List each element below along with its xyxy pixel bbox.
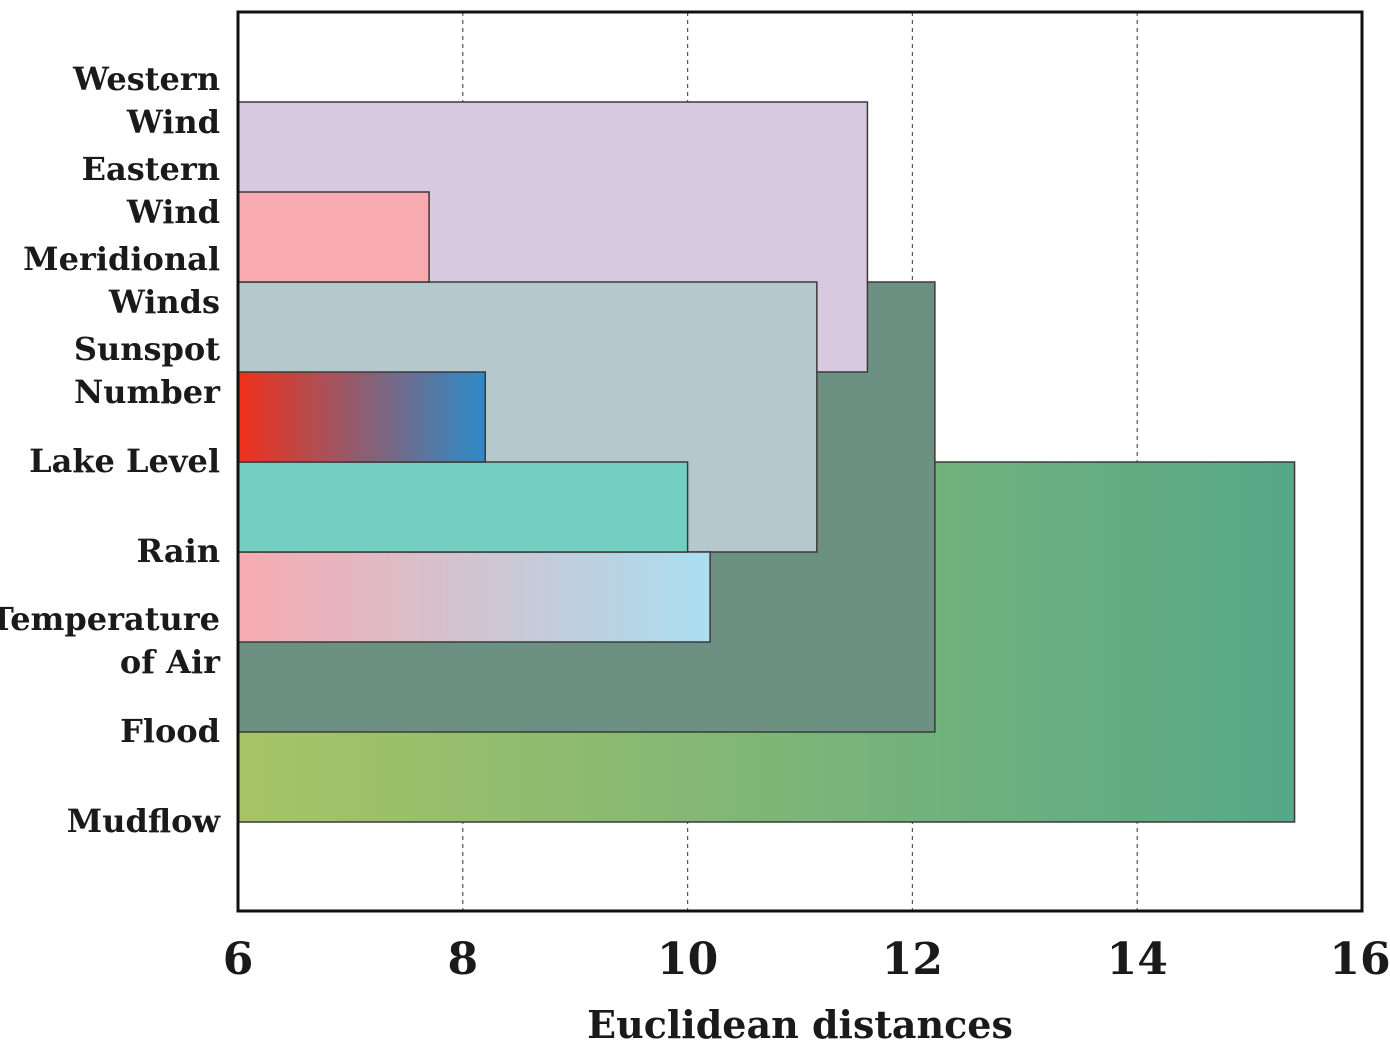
x-tick-label: 10 (657, 934, 718, 985)
plot-frame (236, 10, 1364, 913)
merge-bar (237, 551, 711, 643)
leaf-label: Temperature of Air (0, 600, 221, 681)
leaf-label: Eastern Wind (82, 150, 220, 231)
leaf-label: Lake Level (29, 442, 220, 480)
x-tick-label: 14 (1107, 934, 1168, 985)
merge-bar (237, 461, 689, 553)
leaf-label: Sunspot Number (74, 330, 221, 411)
leaf-label: Meridional Winds (23, 240, 220, 321)
merge-bar (237, 371, 487, 463)
leaf-label: Flood (120, 712, 220, 750)
leaf-label: Western Wind (72, 60, 220, 141)
leaf-label: Rain (137, 532, 220, 570)
x-tick-labels: 6 8 10 12 14 16 (223, 934, 1390, 985)
x-tick-label: 16 (1329, 934, 1390, 985)
merge-bar (237, 191, 430, 283)
x-tick-label: 12 (882, 934, 943, 985)
x-tick-label: 6 (223, 934, 254, 985)
leaf-label: Mudflow (67, 802, 222, 840)
x-axis-label: Euclidean distances (587, 1002, 1013, 1044)
leaf-labels: Western Wind Eastern Wind Meridional Winds Sun… (0, 60, 221, 840)
x-tick-label: 8 (447, 934, 478, 985)
merge-bars (237, 101, 1296, 823)
